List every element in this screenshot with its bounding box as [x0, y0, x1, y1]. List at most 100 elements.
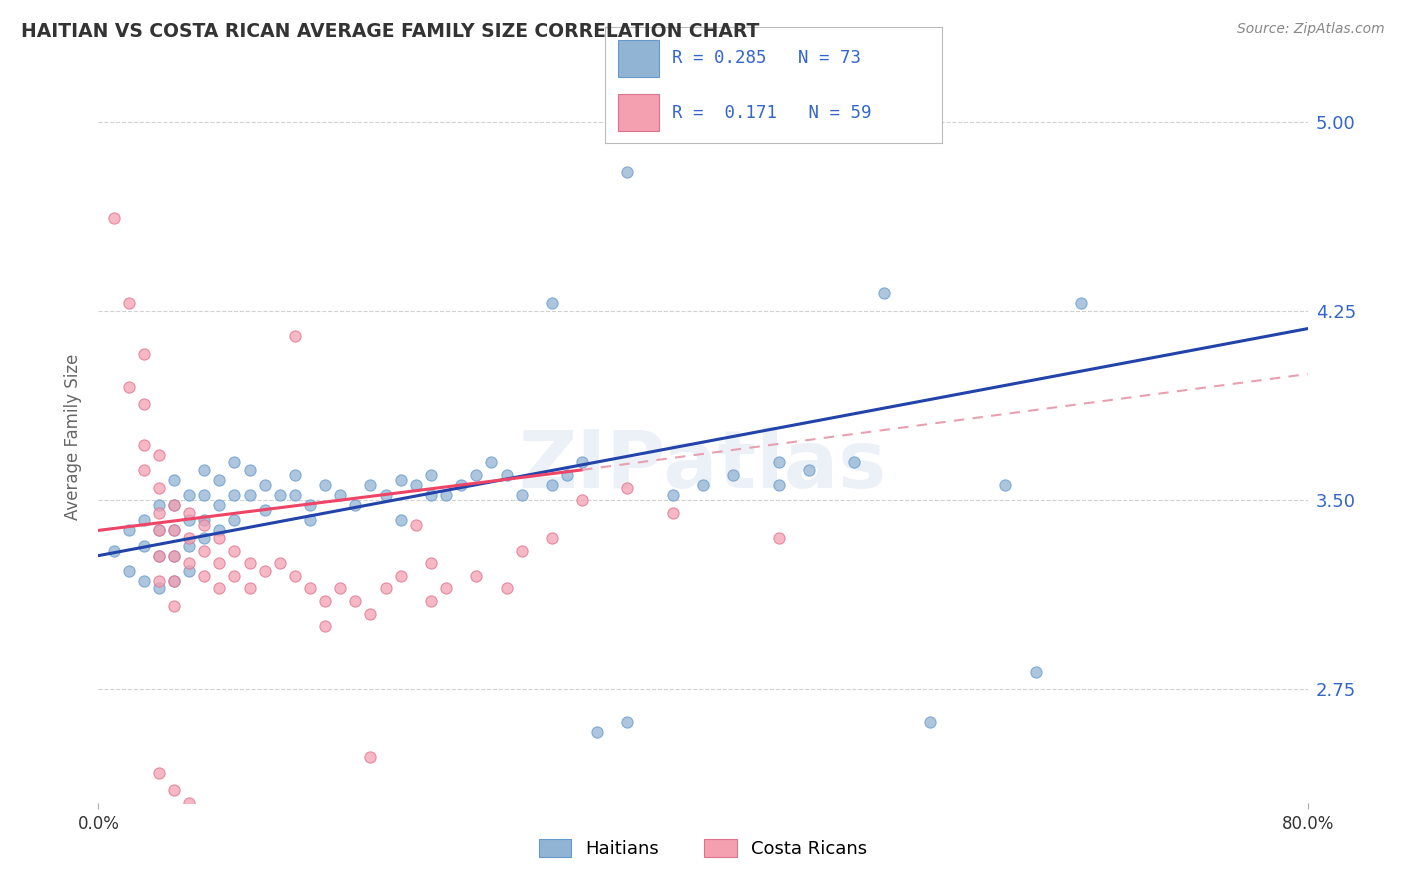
- Point: [918, 715, 941, 730]
- Point: [768, 531, 790, 545]
- Point: [132, 347, 155, 361]
- Point: [844, 455, 866, 469]
- Point: [208, 524, 231, 538]
- Point: [163, 498, 186, 512]
- Point: [148, 506, 170, 520]
- Point: [661, 506, 683, 520]
- Point: [224, 543, 246, 558]
- Point: [299, 513, 322, 527]
- Point: [768, 478, 790, 492]
- Point: [405, 518, 427, 533]
- Point: [179, 796, 201, 810]
- Point: [163, 524, 186, 538]
- Point: [208, 582, 231, 596]
- Point: [434, 582, 457, 596]
- Point: [148, 448, 170, 462]
- Point: [132, 574, 155, 588]
- Point: [118, 564, 141, 578]
- Point: [571, 493, 593, 508]
- Point: [208, 473, 231, 487]
- Point: [208, 531, 231, 545]
- Point: [148, 524, 170, 538]
- Point: [163, 783, 186, 797]
- Point: [510, 543, 533, 558]
- Point: [465, 467, 488, 482]
- Point: [132, 397, 155, 411]
- Point: [616, 481, 638, 495]
- Point: [1070, 296, 1092, 310]
- Point: [148, 582, 170, 596]
- Text: R =  0.171   N = 59: R = 0.171 N = 59: [672, 103, 872, 121]
- Point: [540, 531, 562, 545]
- Point: [389, 569, 412, 583]
- Point: [193, 531, 215, 545]
- Point: [389, 473, 412, 487]
- Point: [481, 455, 503, 469]
- Point: [768, 455, 790, 469]
- Point: [163, 498, 186, 512]
- Point: [797, 463, 820, 477]
- Point: [284, 329, 307, 343]
- Point: [148, 574, 170, 588]
- Point: [1024, 665, 1046, 679]
- Point: [269, 556, 291, 570]
- Y-axis label: Average Family Size: Average Family Size: [65, 354, 83, 520]
- FancyBboxPatch shape: [619, 39, 658, 77]
- Point: [148, 524, 170, 538]
- Point: [389, 513, 412, 527]
- Point: [193, 569, 215, 583]
- Point: [374, 488, 396, 502]
- Point: [132, 513, 155, 527]
- Point: [284, 569, 307, 583]
- Point: [132, 539, 155, 553]
- Point: [224, 569, 246, 583]
- Point: [299, 498, 322, 512]
- Point: [179, 539, 201, 553]
- Point: [374, 582, 396, 596]
- Point: [616, 715, 638, 730]
- Point: [179, 488, 201, 502]
- Point: [224, 488, 246, 502]
- Point: [420, 488, 443, 502]
- Point: [540, 478, 562, 492]
- Point: [510, 488, 533, 502]
- Point: [344, 498, 367, 512]
- Point: [450, 478, 472, 492]
- Point: [495, 582, 517, 596]
- Point: [661, 488, 683, 502]
- Point: [239, 488, 262, 502]
- Point: [132, 463, 155, 477]
- Point: [269, 488, 291, 502]
- Point: [163, 574, 186, 588]
- Point: [360, 607, 382, 621]
- Legend: Haitians, Costa Ricans: Haitians, Costa Ricans: [530, 830, 876, 867]
- Point: [179, 556, 201, 570]
- Point: [616, 165, 638, 179]
- Text: R = 0.285   N = 73: R = 0.285 N = 73: [672, 49, 860, 67]
- Point: [314, 619, 336, 633]
- Point: [434, 488, 457, 502]
- Point: [163, 549, 186, 563]
- Point: [179, 564, 201, 578]
- Point: [586, 725, 609, 739]
- Point: [344, 594, 367, 608]
- Point: [253, 478, 276, 492]
- Point: [103, 543, 125, 558]
- Point: [329, 488, 352, 502]
- Point: [284, 488, 307, 502]
- Point: [420, 467, 443, 482]
- Point: [224, 513, 246, 527]
- Point: [360, 478, 382, 492]
- Point: [179, 506, 201, 520]
- Text: HAITIAN VS COSTA RICAN AVERAGE FAMILY SIZE CORRELATION CHART: HAITIAN VS COSTA RICAN AVERAGE FAMILY SI…: [21, 22, 759, 41]
- Text: ZIPatlas: ZIPatlas: [519, 427, 887, 506]
- Point: [571, 455, 593, 469]
- Point: [193, 518, 215, 533]
- Point: [148, 549, 170, 563]
- Point: [284, 467, 307, 482]
- Point: [208, 556, 231, 570]
- Point: [723, 467, 745, 482]
- Point: [495, 467, 517, 482]
- Point: [103, 211, 125, 225]
- Point: [405, 478, 427, 492]
